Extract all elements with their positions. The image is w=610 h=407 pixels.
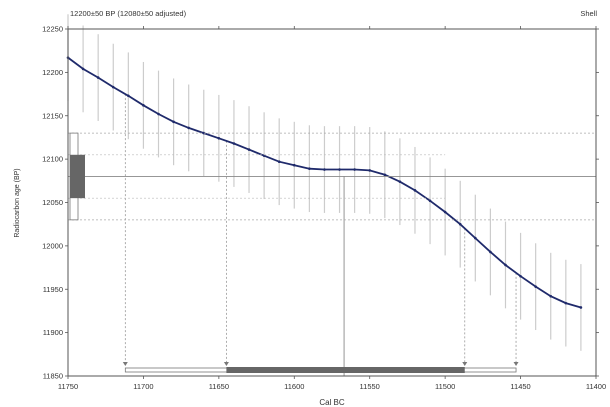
- x-axis-label: Cal BC: [319, 398, 345, 407]
- range-marker: [513, 362, 519, 366]
- x-tick-label: 11700: [133, 382, 153, 391]
- curve-point: [127, 94, 130, 98]
- curve-point: [458, 222, 462, 226]
- curve-point: [142, 104, 145, 107]
- x-tick-label: 11600: [284, 382, 304, 391]
- curve-point: [353, 168, 356, 171]
- curve-point: [247, 148, 251, 151]
- curve-point: [428, 199, 432, 203]
- curve-point: [323, 168, 326, 171]
- x-tick-label: 11500: [435, 382, 455, 391]
- y-axis: 11850 11900 11950 12000 12050 12100 12150 12200…: [42, 25, 599, 381]
- chart-sample-label: Shell: [580, 9, 597, 18]
- curve-point: [81, 67, 85, 71]
- y-tick-label: 11900: [43, 328, 63, 337]
- curve-point: [443, 210, 447, 214]
- curve-point: [564, 301, 568, 305]
- y-axis-label: Radiocarbon age (BP): [14, 168, 21, 237]
- x-axis: 11750 11700 11650 11600 11550 11500 11450 11400: [58, 26, 606, 391]
- curve-point: [579, 306, 583, 309]
- curve-point: [172, 120, 175, 124]
- curve-point: [398, 180, 402, 183]
- range-guides: [124, 94, 517, 376]
- x-tick-label: 11750: [58, 382, 78, 391]
- curve-point: [534, 285, 537, 288]
- y-tick-label: 12050: [42, 198, 63, 207]
- curve-point: [292, 163, 296, 167]
- curve-point: [474, 236, 477, 240]
- x-tick-label: 11450: [510, 382, 530, 391]
- curve-point: [187, 126, 190, 130]
- y-tick-label: 12200: [42, 68, 63, 77]
- curve-point: [519, 274, 522, 278]
- y-tick-label: 12100: [42, 155, 63, 164]
- chart-title: 12200±50 BP (12080±50 adjusted): [70, 9, 187, 18]
- calibration-curve-layer: [66, 56, 583, 309]
- curve-point: [338, 168, 341, 171]
- y-tick-label: 11850: [43, 372, 63, 381]
- y-tick-label: 12250: [42, 25, 63, 34]
- x-tick-label: 11550: [360, 382, 380, 391]
- x-tick-label: 11400: [586, 382, 606, 391]
- plot-frame: [67, 28, 597, 377]
- calibration-error-bars: [67, 14, 582, 351]
- curve-point: [111, 85, 115, 89]
- curve-point: [383, 173, 387, 177]
- range-marker: [223, 362, 229, 366]
- range-68-bar: [226, 367, 465, 373]
- curve-point: [202, 131, 206, 135]
- age-1sigma-box: [70, 154, 85, 199]
- curve-point: [549, 294, 553, 298]
- y-tick-label: 12000: [42, 241, 63, 250]
- x-tick-label: 11650: [209, 382, 229, 391]
- curve-point: [504, 263, 507, 267]
- y-tick-label: 12150: [42, 111, 63, 120]
- curve-point: [277, 160, 281, 164]
- curve-point: [413, 189, 417, 192]
- calibrated-range-layer: [122, 362, 519, 373]
- curve-point: [232, 142, 236, 145]
- range-marker: [122, 362, 128, 366]
- curve-point: [308, 167, 311, 170]
- curve-point: [489, 250, 492, 254]
- curve-point: [157, 112, 160, 116]
- curve-point: [368, 169, 372, 172]
- measured-age-layer: [68, 132, 596, 221]
- curve-point: [217, 137, 221, 140]
- range-marker: [462, 362, 468, 366]
- curve-point: [96, 76, 100, 79]
- y-tick-label: 11950: [43, 285, 63, 294]
